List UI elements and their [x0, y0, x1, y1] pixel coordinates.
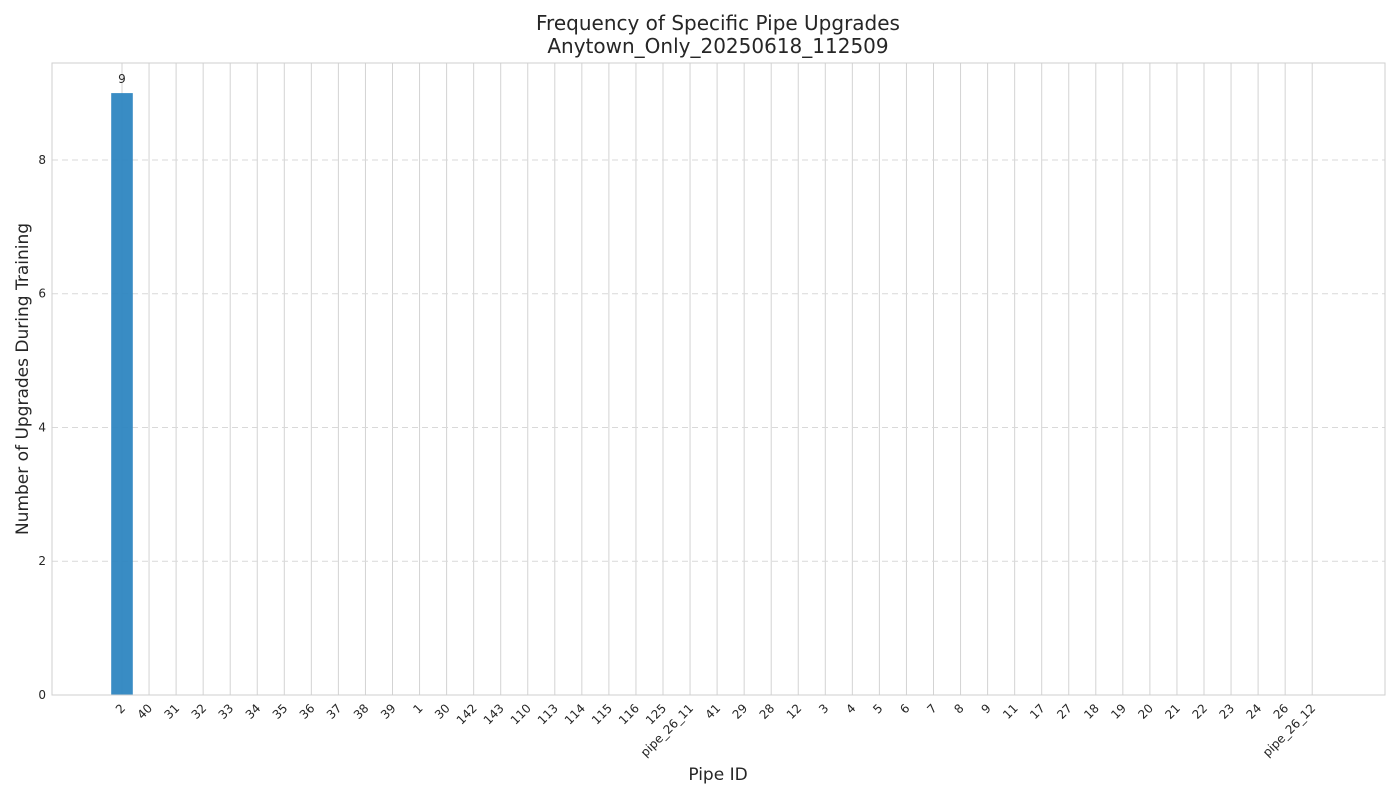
x-tick-label: 22	[1189, 701, 1210, 722]
x-tick-label: 114	[562, 701, 588, 727]
x-tick-label: 2	[113, 701, 128, 716]
x-tick-label: 39	[378, 701, 399, 722]
x-tick-label: 32	[189, 701, 210, 722]
x-tick-label: 38	[351, 701, 372, 722]
grid-layer	[52, 63, 1385, 695]
x-tick-label: 30	[432, 701, 453, 722]
y-axis-label: Number of Upgrades During Training	[13, 223, 33, 535]
x-tick-label: 37	[324, 701, 345, 722]
x-tick-label: 35	[270, 701, 291, 722]
bar-layer	[111, 93, 133, 696]
x-tick-label: 143	[481, 701, 507, 727]
x-tick-label: 6	[897, 701, 912, 716]
x-tick-label: 28	[757, 701, 778, 722]
x-tick-label: 142	[454, 701, 480, 727]
x-tick-label: 1	[410, 701, 425, 716]
x-tick-label: 8	[951, 701, 966, 716]
y-tick-label: 2	[38, 554, 46, 568]
x-tick-label: 116	[616, 701, 642, 727]
bar	[111, 93, 133, 696]
x-tick-label: 7	[924, 701, 939, 716]
x-tick-label: 31	[162, 701, 183, 722]
chart-subtitle: Anytown_Only_20250618_112509	[547, 34, 888, 58]
x-tick-label: 9	[978, 701, 993, 716]
x-tick-label: 29	[730, 701, 751, 722]
x-tick-label: 40	[134, 701, 155, 722]
bar-data-label: 9	[118, 72, 126, 86]
y-tick-label: 0	[38, 688, 46, 702]
x-tick-label: 17	[1027, 701, 1048, 722]
x-tick-label: 5	[870, 701, 885, 716]
x-tick-label: 11	[1000, 701, 1021, 722]
x-tick-label: 19	[1108, 701, 1129, 722]
x-tick-label: 12	[784, 701, 805, 722]
x-tick-label: 36	[297, 701, 318, 722]
x-tick-label: 20	[1135, 701, 1156, 722]
x-tick-label: 3	[816, 701, 831, 716]
x-tick-label: 21	[1162, 701, 1183, 722]
x-tick-label: 24	[1244, 701, 1265, 722]
x-tick-label: 113	[535, 701, 561, 727]
chart-title: Frequency of Specific Pipe Upgrades	[536, 11, 900, 35]
x-tick-label: 18	[1081, 701, 1102, 722]
x-tick-label: 26	[1271, 701, 1292, 722]
x-tick-label: 41	[703, 701, 724, 722]
x-tick-label: 4	[843, 701, 858, 716]
x-tick-label: 115	[589, 701, 615, 727]
y-tick-label: 4	[38, 420, 46, 434]
x-tick-label: 23	[1216, 701, 1237, 722]
plot-frame	[51, 62, 1386, 696]
x-tick-label: 27	[1054, 701, 1075, 722]
x-axis-label: Pipe ID	[688, 765, 747, 785]
x-tick-label: 34	[243, 701, 264, 722]
x-tick-label: 33	[216, 701, 237, 722]
y-tick-label: 8	[38, 153, 46, 167]
y-tick-label: 6	[38, 287, 46, 301]
x-tick-label: 110	[508, 701, 534, 727]
